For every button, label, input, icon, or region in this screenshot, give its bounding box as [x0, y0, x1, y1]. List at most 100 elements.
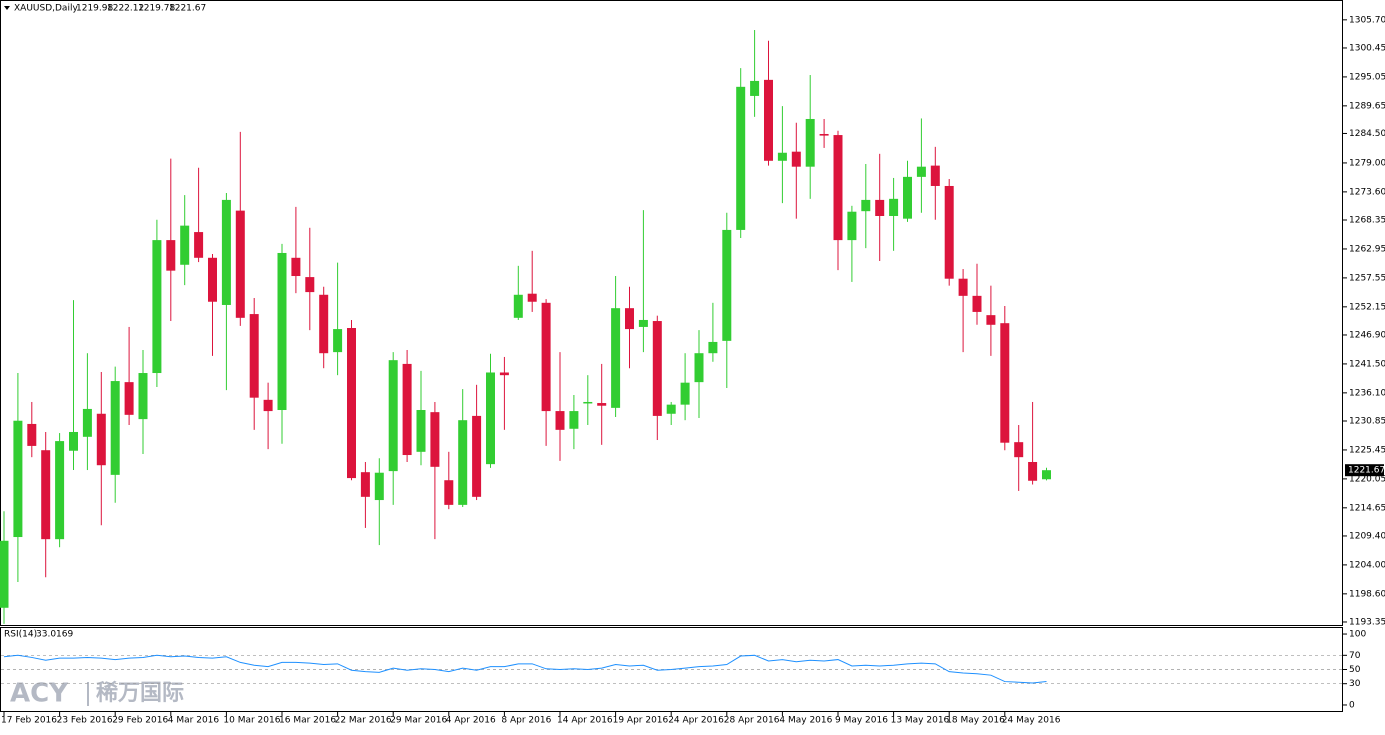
candle-body: [680, 382, 690, 405]
candle-body: [652, 321, 662, 416]
x-tick-label: 9 May 2016: [835, 716, 888, 726]
x-tick-label: 8 Apr 2016: [501, 716, 551, 726]
candle-body: [722, 229, 732, 341]
y-tick-label: 1300.45: [1349, 43, 1385, 53]
candle-body: [402, 363, 412, 456]
candle-body: [861, 199, 871, 212]
y-tick-label: 1252.15: [1349, 302, 1385, 312]
last-price-box: [1345, 464, 1384, 477]
candle-body: [777, 152, 787, 161]
candle-body: [847, 211, 857, 241]
y-tick-label: 1305.70: [1349, 15, 1385, 25]
y-tick-label: 1220.05: [1349, 474, 1385, 484]
y-tick-label: 1279.00: [1349, 158, 1385, 168]
x-tick-label: 13 May 2016: [891, 716, 950, 726]
y-tick-label: 1246.90: [1349, 330, 1385, 340]
candle-body: [889, 198, 899, 216]
candle-body: [319, 294, 329, 354]
y-tick-label: 1198.60: [1349, 589, 1385, 599]
candle-body: [27, 423, 37, 446]
watermark-name: 稀万国际: [96, 680, 184, 706]
candle-body: [1014, 442, 1024, 458]
x-tick-label: 29 Mar 2016: [390, 716, 447, 726]
x-tick-label: 19 Apr 2016: [613, 716, 669, 726]
x-tick-label: 22 Mar 2016: [335, 716, 392, 726]
x-tick-label: 4 Apr 2016: [446, 716, 496, 726]
candle-body: [249, 314, 259, 398]
candle-body: [833, 135, 843, 241]
y-tick-label: 1204.00: [1349, 560, 1385, 570]
candle-body: [611, 308, 621, 408]
ohlc-open: 1219.98: [76, 4, 113, 14]
candle-body: [333, 329, 343, 353]
main-panel: [0, 0, 1343, 626]
rsi-line: [3, 654, 1047, 684]
y-tick-label: 1262.95: [1349, 244, 1385, 254]
y-tick-label: 1257.55: [1349, 273, 1385, 283]
rsi-value: 33.0169: [36, 630, 73, 640]
candle-body: [416, 410, 426, 452]
x-tick-label: 29 Feb 2016: [112, 716, 168, 726]
rsi-panel: [0, 627, 1343, 712]
candle-body: [583, 401, 593, 404]
candle-body: [625, 308, 634, 330]
candle-body: [388, 360, 398, 472]
x-tick-label: 4 Mar 2016: [168, 716, 220, 726]
candle-body: [708, 341, 718, 354]
x-tick-label: 24 Apr 2016: [668, 716, 724, 726]
watermark-divider: [87, 682, 89, 706]
x-tick-label: 4 May 2016: [779, 716, 832, 726]
candle-body: [152, 240, 162, 374]
y-tick-label: 1209.40: [1349, 531, 1385, 541]
candle-body: [69, 431, 78, 451]
candle-body: [166, 240, 176, 271]
y-tick-label: 1236.10: [1349, 388, 1385, 398]
y-tick-label: 1225.45: [1349, 445, 1385, 455]
candle-body: [194, 232, 204, 258]
candle-body: [0, 540, 9, 608]
candle-body: [374, 472, 384, 501]
candle-body: [110, 381, 120, 475]
x-tick-label: 10 Mar 2016: [223, 716, 280, 726]
rsi-title: RSI(14): [4, 630, 37, 640]
candle-body: [458, 420, 468, 505]
menu-arrow[interactable]: [4, 6, 10, 10]
y-tick-label: 1289.65: [1349, 101, 1385, 111]
candle-body: [527, 293, 537, 302]
candle-body: [819, 133, 829, 136]
last-price-label: 1221.67: [1348, 466, 1385, 476]
candle-body: [499, 372, 509, 376]
x-tick-label: 24 May 2016: [1002, 716, 1061, 726]
candle-body: [444, 480, 454, 505]
candle-body: [597, 403, 607, 406]
candle-body: [277, 252, 287, 411]
candle-body: [805, 118, 815, 167]
candle-body: [555, 411, 565, 430]
x-tick-label: 23 Feb 2016: [57, 716, 113, 726]
candle-body: [235, 210, 245, 318]
candle-body: [764, 79, 773, 161]
ohlc-close: 1221.67: [169, 4, 206, 14]
y-tick-label: 1193.35: [1349, 617, 1385, 627]
y-tick-label: 1295.05: [1349, 72, 1385, 82]
candle-body: [13, 420, 23, 538]
candle-body: [221, 199, 231, 305]
y-tick-label: 1241.50: [1349, 359, 1385, 369]
y-tick-label: 30: [1349, 679, 1361, 689]
candle-body: [41, 450, 51, 540]
x-tick-label: 16 Mar 2016: [279, 716, 336, 726]
candle-body: [124, 382, 134, 415]
candle-body: [986, 315, 996, 325]
y-tick-label: 50: [1349, 665, 1361, 675]
candle-body: [736, 86, 746, 230]
x-tick-label: 28 Apr 2016: [724, 716, 780, 726]
y-tick-label: 1268.35: [1349, 216, 1385, 226]
y-tick-label: 1273.60: [1349, 187, 1385, 197]
candle-body: [55, 441, 65, 540]
candle-body: [1042, 470, 1051, 480]
candle-body: [1000, 323, 1010, 443]
candle-body: [291, 257, 301, 277]
candle-body: [875, 199, 885, 216]
